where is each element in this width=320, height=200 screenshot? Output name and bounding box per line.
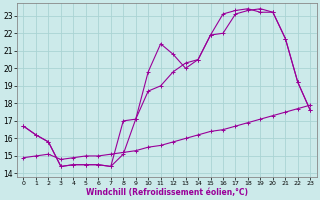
X-axis label: Windchill (Refroidissement éolien,°C): Windchill (Refroidissement éolien,°C) xyxy=(86,188,248,197)
